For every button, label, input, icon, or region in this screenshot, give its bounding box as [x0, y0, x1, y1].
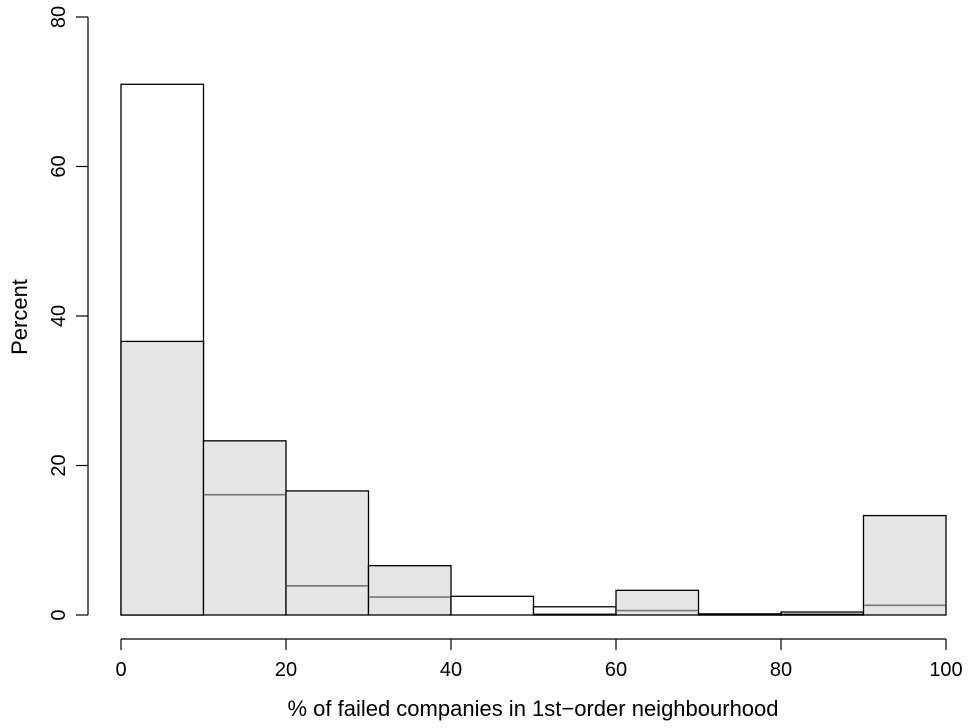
bar-shaded-3: [367, 565, 452, 616]
y-axis: 0 20 40 60 80: [48, 6, 89, 621]
bar-shaded-9: [862, 514, 947, 616]
bar-outline-4: [450, 595, 535, 616]
y-tick-label: 0: [48, 609, 70, 620]
x-tick-label: 60: [605, 659, 627, 681]
y-tick-label: 40: [48, 305, 70, 327]
x-axis-title: % of failed companies in 1st−order neigh…: [287, 696, 778, 721]
x-tick-label: 80: [770, 659, 792, 681]
bar-shaded-0: [120, 340, 205, 616]
y-tick-label: 80: [48, 6, 70, 28]
y-tick-label: 60: [48, 155, 70, 177]
bar-shaded-1: [202, 440, 287, 616]
bar-shaded-8: [780, 613, 865, 616]
bar-shaded-5: [532, 613, 617, 616]
bars-layer: [120, 83, 947, 616]
y-tick-label: 20: [48, 454, 70, 476]
x-tick-label: 100: [929, 659, 962, 681]
x-axis: 0 20 40 60 80 100: [115, 638, 963, 681]
y-axis-title: Percent: [7, 279, 32, 355]
x-tick-label: 0: [115, 659, 126, 681]
x-tick-label: 20: [275, 659, 297, 681]
x-tick-label: 40: [440, 659, 462, 681]
bar-shaded-2: [285, 490, 370, 616]
